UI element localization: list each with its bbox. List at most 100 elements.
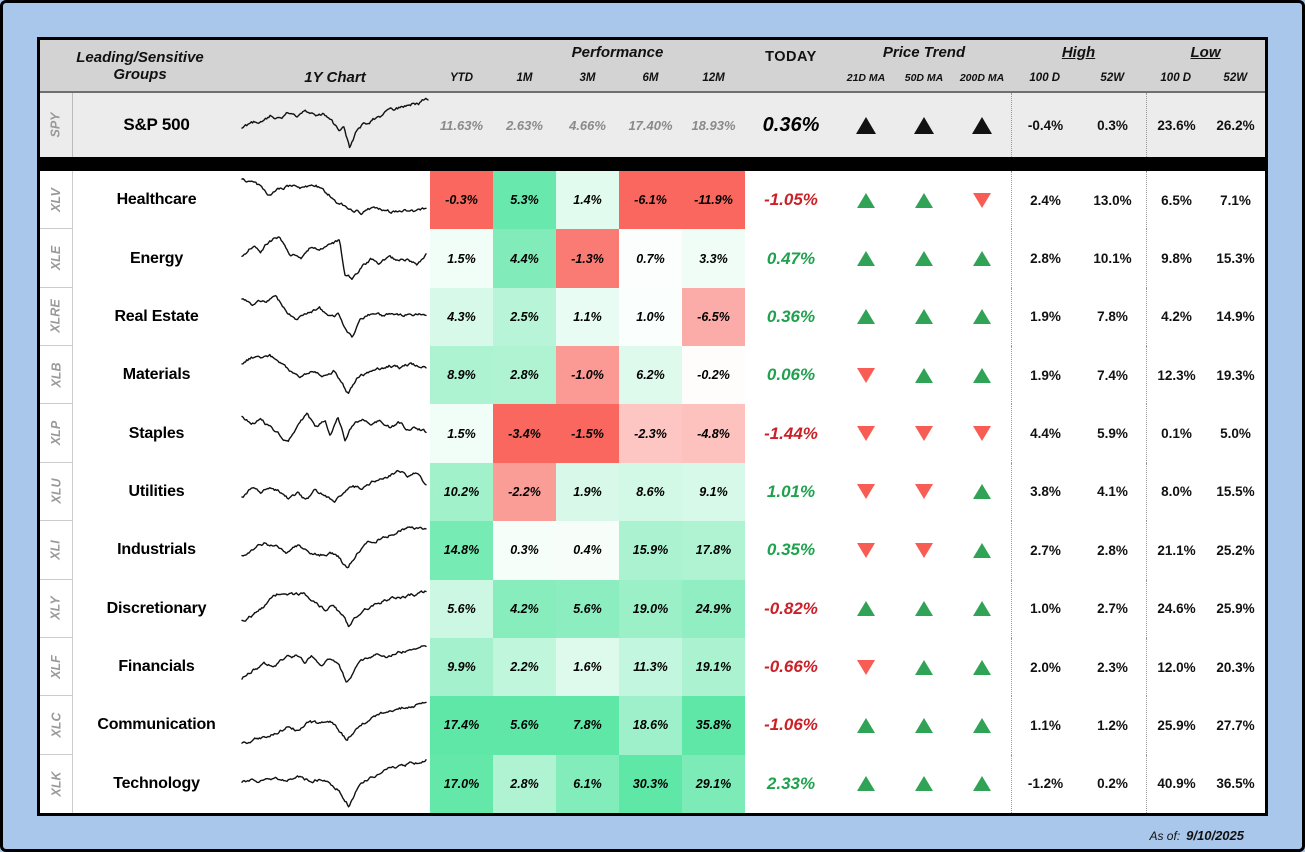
header-col-200dma: 200D MA (959, 72, 1005, 84)
high-52w: 0.2% (1097, 776, 1128, 792)
high-group: 1.1% 1.2% (1011, 696, 1146, 755)
perf-12m-cell: -0.2% (682, 346, 745, 405)
high-52w: 4.1% (1097, 484, 1128, 500)
ticker-cell: XLP (40, 404, 73, 463)
perf-1m-cell: 2.2% (493, 637, 556, 697)
perf-3m-cell: 0.4% (556, 521, 619, 580)
trend-triangle-down-icon (857, 367, 875, 383)
perf-6m-cell: -6.1% (619, 171, 682, 230)
header-price-trend-group: Price Trend 21D MA 50D MA 200D MA (837, 40, 1011, 91)
trend-triangle-down-icon (857, 426, 875, 442)
header-today: TODAY (765, 49, 817, 65)
low-52w: 15.5% (1216, 484, 1255, 500)
trend-200dma (953, 171, 1011, 229)
low-52w: 27.7% (1216, 717, 1255, 733)
perf-ytd-cell: 5.6% (430, 579, 493, 638)
today-change: 0.47% (766, 248, 816, 268)
perf-6m-cell: 1.0% (619, 287, 682, 347)
perf-6m-cell: -2.3% (619, 404, 682, 463)
table-row-xli: XLI Industrials 14.8% 0.3% 0.4% 15.9% 17… (40, 521, 1265, 580)
perf-ytd-cell: 1.5% (430, 404, 493, 463)
header-col-3m: 3M (579, 72, 596, 84)
trend-50dma (895, 171, 953, 229)
trend-21dma (837, 288, 895, 346)
high-group: -1.2% 0.2% (1011, 754, 1146, 813)
trend-triangle-up-icon (973, 251, 991, 267)
trend-triangle-up-icon (973, 367, 991, 383)
high-100d: 2.7% (1030, 542, 1061, 558)
trend-triangle-down-icon (915, 484, 933, 500)
low-group: 21.1% 25.2% (1146, 521, 1265, 580)
spy-benchmark-row: SPY S&P 500 11.63% 2.63% 4.66% 17.40% 18… (40, 93, 1265, 157)
trend-50dma (895, 288, 953, 346)
header-groups-line2: Groups (113, 65, 167, 83)
low-group: 9.8% 15.3% (1146, 229, 1265, 288)
sparkline-chart (240, 229, 430, 287)
perf-1m-cell: -2.2% (493, 462, 556, 522)
sparkline-svg (241, 412, 427, 443)
trend-200dma (953, 404, 1011, 462)
ticker-label: XLF (48, 654, 63, 679)
trend-21dma (837, 171, 895, 229)
perf-6m-cell: 0.7% (619, 229, 682, 288)
low-group: 25.9% 27.7% (1146, 696, 1265, 755)
header-col-12m: 12M (702, 72, 725, 84)
perf-3m-cell: 1.1% (556, 287, 619, 347)
sector-name: Staples (128, 424, 185, 442)
perf-12m-cell: -11.9% (682, 171, 745, 230)
high-100d: 3.8% (1030, 484, 1061, 500)
high-100d: 2.0% (1030, 659, 1061, 675)
perf-6m-cell: 6.2% (619, 346, 682, 405)
table-row-xlb: XLB Materials 8.9% 2.8% -1.0% 6.2% -0.2%… (40, 346, 1265, 405)
perf-6m-cell: 17.40% (628, 117, 673, 133)
sparkline-svg (241, 589, 427, 627)
sector-performance-table: Leading/Sensitive Groups 1Y Chart Perfor… (37, 37, 1268, 816)
trend-triangle-up-icon (915, 309, 933, 325)
perf-12m-cell: 29.1% (682, 754, 745, 813)
low-52w: 36.5% (1216, 776, 1255, 792)
sparkline-chart (240, 755, 430, 813)
trend-triangle-up-icon (973, 776, 991, 792)
high-group: 2.0% 2.3% (1011, 637, 1146, 697)
ticker-label: XLRE (49, 299, 63, 334)
price-trend-group (837, 288, 1011, 346)
high-52w: 13.0% (1093, 192, 1132, 208)
perf-12m-cell: 19.1% (682, 637, 745, 697)
trend-triangle-up-icon (915, 192, 933, 208)
high-52w: 2.7% (1097, 601, 1128, 617)
low-100d: 6.5% (1161, 192, 1192, 208)
perf-12m-cell: 17.8% (682, 521, 745, 580)
trend-triangle-up-icon (857, 717, 875, 733)
ticker-cell: XLRE (40, 287, 73, 347)
low-group: 8.0% 15.5% (1146, 462, 1265, 522)
ticker-label: XLU (49, 478, 63, 504)
ticker-cell: XLV (40, 171, 73, 230)
header-high-subcols: 100 D 52W (1011, 72, 1146, 87)
ticker-cell: XLU (40, 462, 73, 522)
trend-triangle-up-icon (915, 776, 933, 792)
ticker-cell: XLY (40, 579, 73, 638)
table-row-xlk: XLK Technology 17.0% 2.8% 6.1% 30.3% 29.… (40, 754, 1265, 813)
high-52w: 7.8% (1097, 309, 1128, 325)
trend-triangle-up-icon (973, 717, 991, 733)
high-group: 2.4% 13.0% (1011, 171, 1146, 230)
perf-3m-cell: 6.1% (556, 754, 619, 813)
sparkline-svg (241, 701, 427, 745)
perf-1m-cell: 2.8% (493, 346, 556, 405)
trend-50dma (895, 463, 953, 521)
today-change: 0.36% (762, 113, 820, 136)
perf-ytd-cell: 10.2% (430, 462, 493, 522)
sector-name: Utilities (128, 482, 185, 500)
low-group: 12.0% 20.3% (1146, 637, 1265, 697)
trend-triangle-up-icon (915, 659, 933, 675)
high-100d: 4.4% (1030, 426, 1061, 442)
price-trend-group (837, 521, 1011, 579)
perf-12m-cell: 35.8% (682, 696, 745, 755)
perf-ytd-cell: 1.5% (430, 229, 493, 288)
low-100d: 21.1% (1157, 542, 1196, 558)
trend-triangle-down-icon (973, 192, 991, 208)
low-52w: 26.2% (1216, 117, 1255, 133)
table-row-xlp: XLP Staples 1.5% -3.4% -1.5% -2.3% -4.8%… (40, 404, 1265, 463)
price-trend-group (837, 696, 1011, 754)
low-group: 24.6% 25.9% (1146, 579, 1265, 638)
